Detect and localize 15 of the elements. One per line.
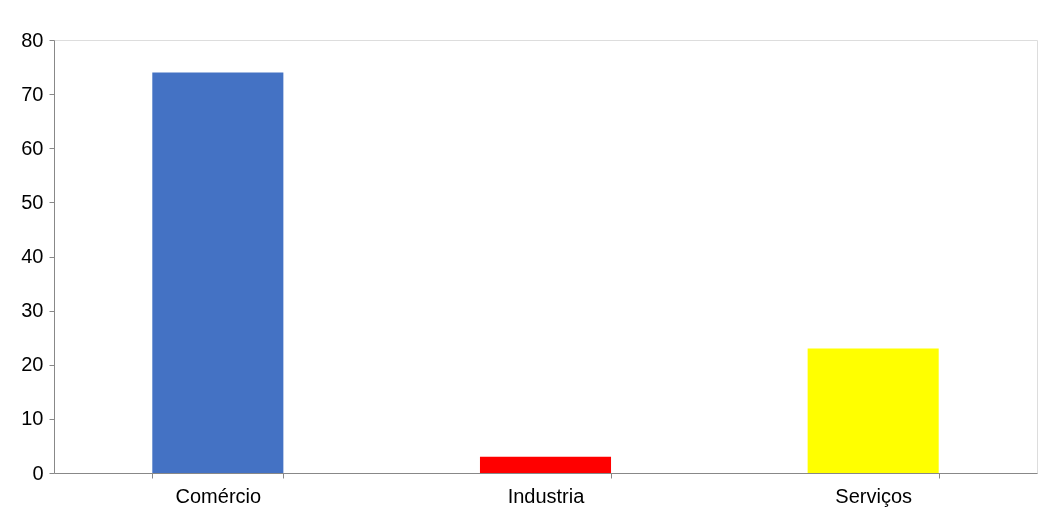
bar — [152, 72, 284, 473]
y-tick-label: 40 — [21, 245, 44, 267]
y-tick-label: 60 — [21, 136, 44, 159]
y-tick-label: 0 — [32, 461, 44, 484]
bar — [807, 348, 939, 473]
x-tick-label: Serviços — [835, 484, 913, 507]
y-tick-label: 20 — [21, 353, 44, 376]
x-tick-label: Comércio — [175, 484, 262, 507]
y-tick-label: 50 — [21, 190, 44, 213]
y-tick-label: 70 — [21, 82, 44, 105]
bar — [479, 456, 612, 473]
y-tick-label: 10 — [21, 407, 44, 430]
y-tick-label: 30 — [21, 299, 44, 322]
x-tick-label: Industria — [507, 484, 586, 507]
y-tick-label: 80 — [21, 28, 44, 51]
